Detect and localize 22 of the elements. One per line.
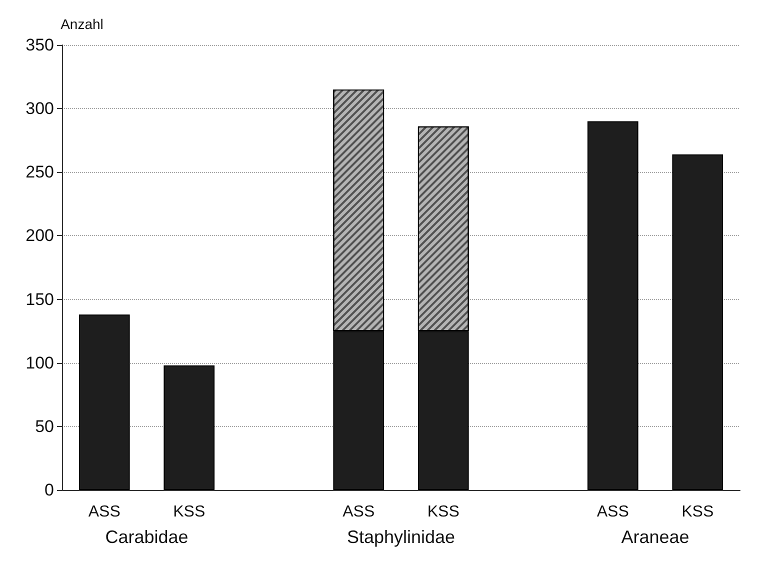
y-tick-label: 0 — [44, 480, 54, 500]
text: Carabidae — [105, 527, 188, 547]
x-tick-label: KSS — [173, 504, 206, 520]
y-tick-label: 200 — [26, 226, 54, 246]
text: Staphylinidae — [346, 527, 456, 547]
y-tick-label: 150 — [26, 290, 54, 309]
y-tick-label: 350 — [26, 36, 54, 54]
y-tick-label: 300 — [26, 99, 54, 118]
text: Araneae — [621, 527, 690, 547]
x-tick-label: ASS — [596, 504, 629, 520]
x-tick-label: KSS — [427, 504, 460, 520]
y-tick-label: 100 — [26, 353, 54, 372]
x-tick-label: ASS — [88, 504, 120, 520]
y-tick-label: 250 — [26, 162, 54, 182]
y-axis-title: Anzahl — [60, 16, 104, 32]
bar — [78, 314, 130, 490]
x-tick-label: KSS — [682, 504, 714, 520]
x-tick-label: ASS — [342, 504, 375, 520]
y-tick-label: 50 — [35, 416, 54, 436]
bar — [672, 154, 724, 490]
bar — [164, 365, 215, 490]
bar — [587, 121, 638, 490]
